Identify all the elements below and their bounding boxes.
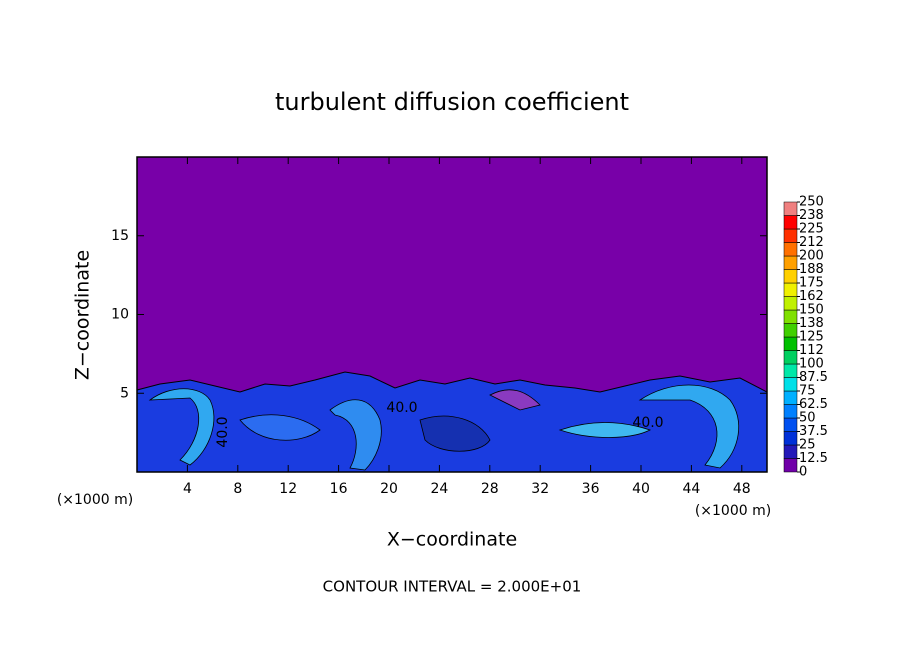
colorbar-label: 50 (799, 411, 816, 426)
y-tick-label: 10 (111, 307, 129, 323)
streak (148, 388, 215, 466)
y-tick-label: 15 (111, 228, 129, 244)
plot-field (136, 157, 768, 473)
x-tick-label: 8 (233, 481, 242, 497)
colorbar-bin (783, 431, 798, 446)
streak (419, 415, 491, 452)
footer: CONTOUR INTERVAL = 2.000E+01 (323, 578, 582, 596)
colorbar-bin (783, 201, 798, 216)
colorbar-bin (783, 255, 798, 270)
x-tick-label: 36 (582, 481, 600, 497)
colorbar-label: 225 (799, 222, 824, 237)
colorbar-bin (783, 242, 798, 257)
streak (329, 399, 382, 471)
colorbar-label: 25 (799, 438, 816, 453)
colorbar-bin (783, 336, 798, 351)
colorbar-bin (783, 390, 798, 405)
colorbar-label: 125 (799, 330, 824, 345)
x-tick-label: 40 (632, 481, 650, 497)
colorbar-bin (783, 296, 798, 311)
colorbar-bin (783, 215, 798, 230)
streak (489, 389, 541, 411)
colorbar-bin (783, 228, 798, 243)
y-tick-label: 5 (120, 385, 129, 401)
colorbar-bin (783, 350, 798, 365)
colorbar-label: 75 (799, 384, 816, 399)
colorbar-label: 0 (799, 465, 807, 480)
chart-title: turbulent diffusion coefficient (275, 88, 629, 116)
x-axis-unit: (×1000 m) (695, 503, 771, 519)
x-tick-label: 28 (481, 481, 499, 497)
colorbar-label: 100 (799, 357, 824, 372)
contour-label: 40.0 (386, 400, 417, 416)
colorbar-label: 62.5 (799, 397, 828, 412)
colorbar-label: 212 (799, 235, 824, 250)
colorbar-label: 162 (799, 289, 824, 304)
y-axis-title: Z−coordinate (72, 250, 94, 380)
colorbar-label: 112 (799, 343, 824, 358)
colorbar-label: 12.5 (799, 451, 828, 466)
colorbar-bin (783, 377, 798, 392)
x-tick-label: 32 (531, 481, 549, 497)
colorbar-label: 238 (799, 208, 824, 223)
y-axis-unit: (×1000 m) (57, 492, 133, 508)
colorbar-bin (783, 444, 798, 459)
contour-label: 40.0 (215, 416, 231, 447)
colorbar-label: 175 (799, 276, 824, 291)
streak (638, 384, 740, 469)
colorbar-label: 250 (799, 195, 824, 210)
colorbar-label: 87.5 (799, 370, 828, 385)
colorbar-label: 37.5 (799, 424, 828, 439)
colorbar-bin (783, 309, 798, 324)
colorbar-bin (783, 417, 798, 432)
colorbar-bin (783, 458, 798, 473)
colorbar-bin (783, 323, 798, 338)
x-tick-label: 24 (430, 481, 448, 497)
x-tick-label: 16 (330, 481, 348, 497)
colorbar-bin (783, 269, 798, 284)
streak (239, 414, 321, 441)
colorbar-label: 200 (799, 249, 824, 264)
colorbar-bin (783, 404, 798, 419)
x-tick-label: 20 (380, 481, 398, 497)
x-tick-label: 12 (279, 481, 297, 497)
x-axis-title: X−coordinate (387, 529, 517, 551)
contour-label: 40.0 (632, 415, 663, 431)
x-tick-label: 4 (183, 481, 192, 497)
colorbar-label: 188 (799, 262, 824, 277)
x-tick-label: 44 (682, 481, 700, 497)
colorbar-label: 150 (799, 303, 824, 318)
colorbar-bin (783, 282, 798, 297)
colorbar-label: 138 (799, 316, 824, 331)
x-tick-label: 48 (733, 481, 751, 497)
streak (558, 422, 652, 438)
colorbar-bin (783, 363, 798, 378)
